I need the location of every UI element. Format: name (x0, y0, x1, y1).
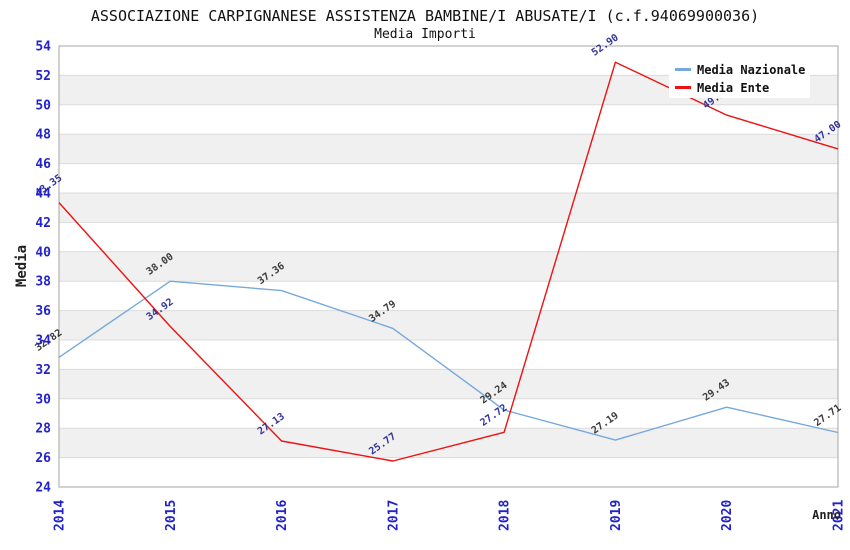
chart-title: ASSOCIAZIONE CARPIGNANESE ASSISTENZA BAM… (90, 7, 760, 25)
series-line-media-ente (58, 61, 839, 462)
x-tick-label-2017: 2017 (386, 500, 401, 531)
y-tick-label-34: 34 (35, 334, 51, 349)
plot-band (59, 369, 838, 399)
y-tick-label-40: 40 (35, 245, 51, 260)
y-tick-label-30: 30 (35, 392, 51, 407)
plot-border (58, 45, 839, 488)
point-label-media-nazionale-2021: 27.71 (812, 403, 843, 429)
legend-label-media-nazionale: Media Nazionale (697, 63, 805, 77)
x-axis-title: Anno (812, 508, 841, 522)
legend-label-media-ente: Media Ente (697, 81, 769, 95)
y-tick-label-28: 28 (35, 422, 51, 437)
x-tick-label-2014: 2014 (53, 500, 68, 531)
y-tick-label-44: 44 (35, 187, 51, 202)
plot-band (59, 251, 838, 282)
y-tick-label-42: 42 (35, 216, 51, 231)
x-tick-label-2018: 2018 (498, 500, 513, 531)
plot-band (59, 310, 838, 340)
x-tick-label-2021: 2021 (832, 500, 847, 531)
x-tick-label-2019: 2019 (609, 500, 624, 531)
plot-band (59, 193, 838, 223)
y-tick-label-52: 52 (35, 69, 51, 84)
y-axis-title: Media (14, 245, 30, 287)
plot-band (59, 134, 838, 164)
series-line-media-nazionale (58, 280, 839, 441)
x-tick-label-2016: 2016 (275, 500, 290, 531)
point-label-media-ente-2018: 27.72 (479, 402, 510, 428)
y-tick-label-36: 36 (35, 304, 51, 319)
y-tick-label-24: 24 (35, 481, 51, 496)
legend-box (669, 61, 810, 98)
y-tick-label-32: 32 (35, 363, 51, 378)
x-tick-label-2015: 2015 (164, 500, 179, 531)
y-tick-label-38: 38 (35, 275, 51, 290)
y-tick-label-46: 46 (35, 157, 51, 172)
point-label-media-ente-2019: 52.90 (590, 32, 621, 58)
chart-subtitle: Media Importi (374, 27, 476, 42)
y-tick-label-54: 54 (35, 40, 51, 55)
y-tick-label-48: 48 (35, 128, 51, 143)
plot-band (59, 428, 838, 458)
y-tick-label-50: 50 (35, 98, 51, 113)
x-tick-label-2020: 2020 (720, 500, 735, 531)
y-tick-label-26: 26 (35, 451, 51, 466)
